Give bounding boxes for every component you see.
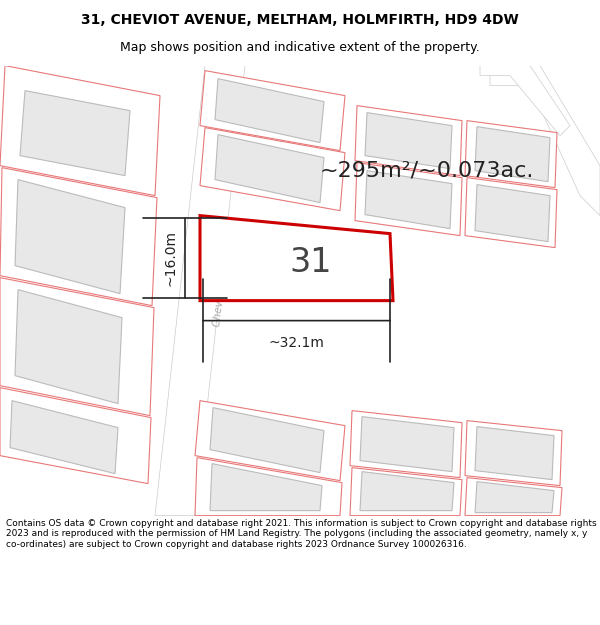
Polygon shape <box>0 278 154 416</box>
Polygon shape <box>155 66 245 516</box>
Polygon shape <box>200 127 345 211</box>
Polygon shape <box>10 401 118 474</box>
Polygon shape <box>475 127 550 182</box>
Polygon shape <box>465 421 562 486</box>
Polygon shape <box>215 79 324 142</box>
Polygon shape <box>355 106 462 176</box>
Text: Contains OS data © Crown copyright and database right 2021. This information is : Contains OS data © Crown copyright and d… <box>6 519 596 549</box>
Polygon shape <box>210 464 322 511</box>
Polygon shape <box>480 66 570 136</box>
Polygon shape <box>0 388 151 484</box>
Text: ~295m²/~0.073ac.: ~295m²/~0.073ac. <box>320 161 535 181</box>
Polygon shape <box>365 171 452 229</box>
Text: 31: 31 <box>290 246 332 279</box>
Polygon shape <box>465 177 557 248</box>
Polygon shape <box>20 91 130 176</box>
Polygon shape <box>465 121 557 188</box>
Polygon shape <box>0 66 160 196</box>
Polygon shape <box>195 458 342 516</box>
Polygon shape <box>475 482 554 512</box>
Polygon shape <box>15 179 125 294</box>
Polygon shape <box>465 478 562 516</box>
Text: Map shows position and indicative extent of the property.: Map shows position and indicative extent… <box>120 41 480 54</box>
Polygon shape <box>360 417 454 472</box>
Polygon shape <box>200 71 345 151</box>
Polygon shape <box>200 216 393 301</box>
Polygon shape <box>0 168 157 306</box>
Polygon shape <box>355 162 462 236</box>
Polygon shape <box>215 134 324 202</box>
Text: ~32.1m: ~32.1m <box>269 336 325 349</box>
Text: 31, CHEVIOT AVENUE, MELTHAM, HOLMFIRTH, HD9 4DW: 31, CHEVIOT AVENUE, MELTHAM, HOLMFIRTH, … <box>81 13 519 27</box>
Polygon shape <box>350 411 462 478</box>
Text: ~16.0m: ~16.0m <box>163 230 177 286</box>
Polygon shape <box>210 408 324 472</box>
Polygon shape <box>475 427 554 479</box>
Polygon shape <box>490 66 600 216</box>
Text: Cheviot Avenue: Cheviot Avenue <box>212 244 232 327</box>
Polygon shape <box>15 289 122 404</box>
Polygon shape <box>195 401 345 481</box>
Polygon shape <box>360 472 454 511</box>
Polygon shape <box>365 112 452 169</box>
Polygon shape <box>350 468 462 516</box>
Polygon shape <box>475 184 550 242</box>
